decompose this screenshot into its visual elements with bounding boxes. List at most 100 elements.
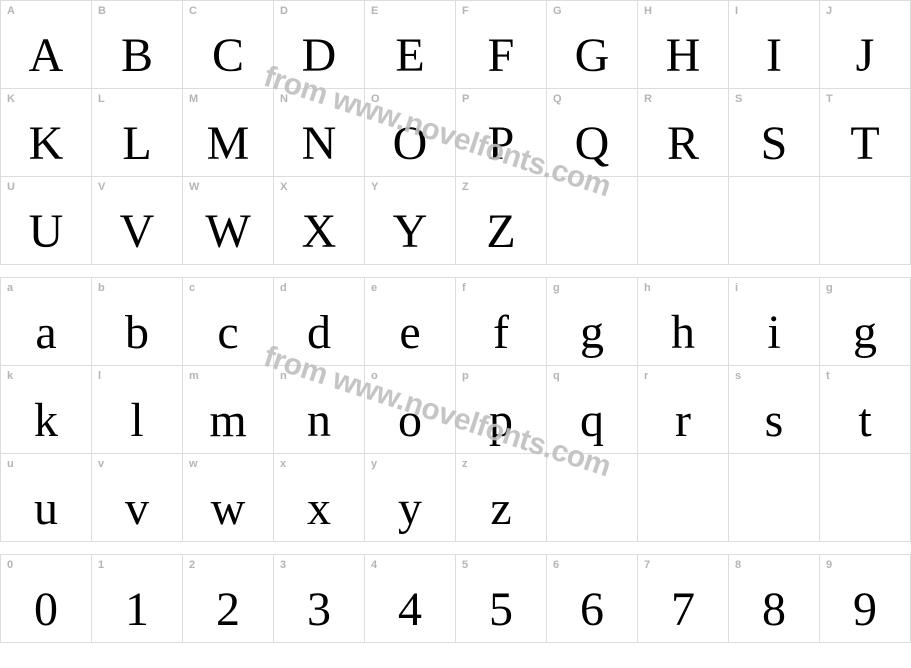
glyph-cell: TT: [820, 89, 911, 177]
glyph-cell: kk: [1, 366, 92, 454]
glyph-cell-label: v: [98, 458, 104, 470]
glyph-cell-label: n: [280, 370, 287, 382]
glyph-cell: ff: [456, 278, 547, 366]
glyph-cell-glyph: e: [365, 309, 455, 357]
glyph-cell: XX: [274, 177, 365, 265]
glyph-grid-0: AABBCCDDEEFFGGHHIIJJKKLLMMNNOOPPQQRRSSTT…: [0, 0, 911, 265]
glyph-cell-label: k: [7, 370, 13, 382]
glyph-cell-glyph: n: [274, 397, 364, 445]
glyph-cell-glyph: Z: [456, 208, 546, 256]
glyph-cell-label: V: [98, 181, 105, 193]
glyph-cell-glyph: M: [183, 120, 273, 168]
glyph-cell-label: J: [826, 5, 832, 17]
glyph-cell-label: f: [462, 282, 466, 294]
glyph-cell: BB: [92, 1, 183, 89]
glyph-cell: ss: [729, 366, 820, 454]
glyph-cell-glyph: s: [729, 397, 819, 445]
glyph-cell: ww: [183, 454, 274, 542]
glyph-cell: DD: [274, 1, 365, 89]
glyph-cell-glyph: X: [274, 208, 364, 256]
glyph-cell-glyph: 3: [274, 586, 364, 634]
glyph-cell-label: t: [826, 370, 830, 382]
glyph-cell-label: P: [462, 93, 469, 105]
glyph-cell: 99: [820, 555, 911, 643]
glyph-cell-label: p: [462, 370, 469, 382]
glyph-cell-glyph: P: [456, 120, 546, 168]
glyph-cell-label: 4: [371, 559, 377, 571]
glyph-cell-glyph: o: [365, 397, 455, 445]
glyph-cell-label: T: [826, 93, 833, 105]
glyph-cell-label: 0: [7, 559, 13, 571]
glyph-cell-glyph: 9: [820, 586, 910, 634]
glyph-cell-glyph: H: [638, 32, 728, 80]
glyph-cell: [547, 177, 638, 265]
glyph-cell-label: S: [735, 93, 742, 105]
glyph-cell: ee: [365, 278, 456, 366]
glyph-cell-label: G: [553, 5, 562, 17]
glyph-cell: 11: [92, 555, 183, 643]
glyph-cell-label: D: [280, 5, 288, 17]
glyph-cell: CC: [183, 1, 274, 89]
glyph-cell-glyph: S: [729, 120, 819, 168]
glyph-cell: ll: [92, 366, 183, 454]
glyph-grid-1: aabbccddeeffgghhiiggkkllmmnnooppqqrrsstt…: [0, 277, 911, 542]
glyph-cell: [820, 454, 911, 542]
glyph-cell: II: [729, 1, 820, 89]
glyph-cell-label: w: [189, 458, 198, 470]
glyph-cell-glyph: p: [456, 397, 546, 445]
glyph-cell-glyph: O: [365, 120, 455, 168]
glyph-cell-label: a: [7, 282, 13, 294]
glyph-cell-label: L: [98, 93, 105, 105]
glyph-cell-glyph: Q: [547, 120, 637, 168]
glyph-cell-label: 1: [98, 559, 104, 571]
glyph-cell-label: F: [462, 5, 469, 17]
glyph-cell-glyph: v: [92, 485, 182, 533]
glyph-cell-glyph: q: [547, 397, 637, 445]
glyph-cell-label: R: [644, 93, 652, 105]
glyph-cell: rr: [638, 366, 729, 454]
glyph-cell-glyph: 8: [729, 586, 819, 634]
glyph-cell: gg: [547, 278, 638, 366]
glyph-cell: [820, 177, 911, 265]
glyph-cell: FF: [456, 1, 547, 89]
glyph-cell-label: X: [280, 181, 287, 193]
glyph-cell: [729, 177, 820, 265]
glyph-cell-glyph: V: [92, 208, 182, 256]
glyph-cell: zz: [456, 454, 547, 542]
glyph-cell: 77: [638, 555, 729, 643]
glyph-cell-glyph: A: [1, 32, 91, 80]
glyph-cell: pp: [456, 366, 547, 454]
glyph-cell-label: N: [280, 93, 288, 105]
glyph-cell-label: y: [371, 458, 377, 470]
glyph-cell: 00: [1, 555, 92, 643]
glyph-cell-label: u: [7, 458, 14, 470]
glyph-cell: UU: [1, 177, 92, 265]
glyph-cell: mm: [183, 366, 274, 454]
glyph-cell-glyph: L: [92, 120, 182, 168]
glyph-cell: GG: [547, 1, 638, 89]
glyph-cell: qq: [547, 366, 638, 454]
glyph-cell-glyph: x: [274, 485, 364, 533]
glyph-cell-glyph: 6: [547, 586, 637, 634]
font-character-map: AABBCCDDEEFFGGHHIIJJKKLLMMNNOOPPQQRRSSTT…: [0, 0, 911, 643]
glyph-cell-label: K: [7, 93, 15, 105]
glyph-cell-label: o: [371, 370, 378, 382]
glyph-cell-label: h: [644, 282, 651, 294]
glyph-cell-label: g: [553, 282, 560, 294]
glyph-cell-glyph: N: [274, 120, 364, 168]
glyph-cell: tt: [820, 366, 911, 454]
glyph-cell-glyph: G: [547, 32, 637, 80]
glyph-cell-glyph: g: [820, 309, 910, 357]
glyph-cell: 88: [729, 555, 820, 643]
glyph-cell-glyph: 7: [638, 586, 728, 634]
glyph-cell-glyph: 2: [183, 586, 273, 634]
glyph-cell: OO: [365, 89, 456, 177]
glyph-cell-glyph: u: [1, 485, 91, 533]
glyph-cell-label: 5: [462, 559, 468, 571]
glyph-cell-glyph: I: [729, 32, 819, 80]
glyph-cell-label: Y: [371, 181, 378, 193]
glyph-cell-glyph: Y: [365, 208, 455, 256]
glyph-cell-label: d: [280, 282, 287, 294]
glyph-cell-label: c: [189, 282, 195, 294]
glyph-cell-label: 6: [553, 559, 559, 571]
